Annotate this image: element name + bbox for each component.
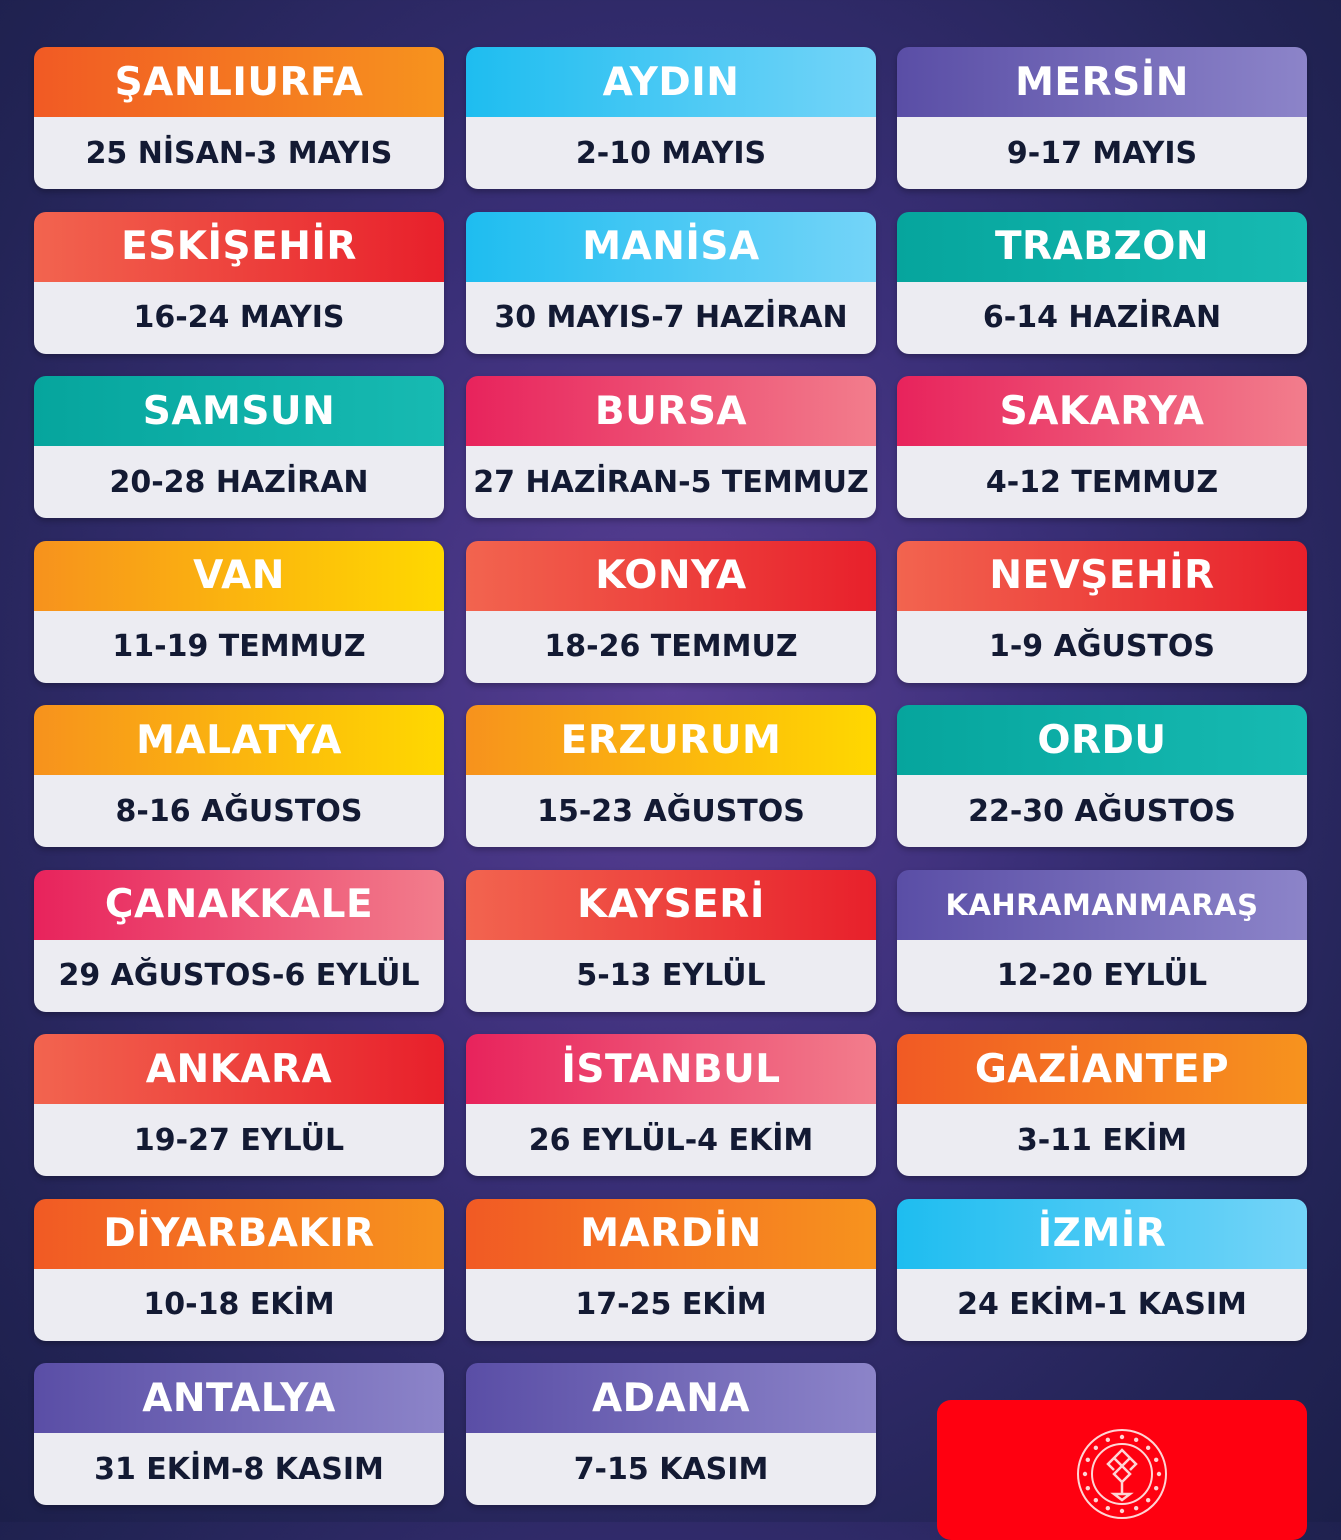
event-dates: 19-27 EYLÜL — [34, 1104, 444, 1176]
event-card: NEVŞEHİR 1-9 AĞUSTOS — [897, 540, 1307, 683]
event-dates: 20-28 HAZİRAN — [34, 446, 444, 518]
star-mark — [1082, 1471, 1088, 1477]
event-dates: 9-17 MAYIS — [897, 117, 1307, 189]
event-card: MALATYA 8-16 AĞUSTOS — [34, 705, 444, 847]
event-dates: 31 EKİM-8 KASIM — [34, 1433, 444, 1505]
city-name: KAYSERİ — [466, 869, 876, 940]
city-name: AYDIN — [466, 47, 876, 117]
city-name: İSTANBUL — [466, 1034, 876, 1104]
star-mark — [1093, 1445, 1099, 1451]
star-mark — [1093, 1497, 1099, 1503]
event-dates: 18-26 TEMMUZ — [466, 610, 876, 683]
city-name: ANKARA — [34, 1034, 444, 1104]
event-card: KONYA 18-26 TEMMUZ — [466, 540, 876, 683]
star-mark — [1156, 1471, 1162, 1477]
star-mark — [1153, 1485, 1159, 1491]
city-name: ANTALYA — [34, 1363, 444, 1433]
star-mark — [1105, 1505, 1111, 1511]
city-name: MALATYA — [34, 705, 444, 775]
city-name: MERSİN — [897, 47, 1307, 117]
event-dates: 17-25 EKİM — [466, 1268, 876, 1341]
event-card: DİYARBAKIR 10-18 EKİM — [34, 1198, 444, 1341]
event-card: İSTANBUL 26 EYLÜL-4 EKİM — [466, 1034, 876, 1176]
city-name: MANİSA — [466, 211, 876, 282]
event-dates: 10-18 EKİM — [34, 1268, 444, 1341]
city-name: GAZİANTEP — [897, 1034, 1307, 1104]
star-mark — [1153, 1457, 1159, 1463]
event-card: BURSA 27 HAZİRAN-5 TEMMUZ — [466, 376, 876, 518]
event-card: KAYSERİ 5-13 EYLÜL — [466, 869, 876, 1012]
star-mark — [1133, 1505, 1139, 1511]
city-name: ŞANLIURFA — [34, 47, 444, 117]
event-dates: 16-24 MAYIS — [34, 281, 444, 354]
city-name: NEVŞEHİR — [897, 540, 1307, 611]
event-dates: 15-23 AĞUSTOS — [466, 775, 876, 847]
event-card: ÇANAKKALE 29 AĞUSTOS-6 EYLÜL — [34, 869, 444, 1012]
star-mark — [1085, 1457, 1091, 1463]
event-card: MANİSA 30 MAYIS-7 HAZİRAN — [466, 211, 876, 354]
city-name: BURSA — [466, 376, 876, 446]
event-card: ERZURUM 15-23 AĞUSTOS — [466, 705, 876, 847]
event-dates: 5-13 EYLÜL — [466, 939, 876, 1012]
event-dates: 27 HAZİRAN-5 TEMMUZ — [466, 446, 876, 518]
event-card: SAKARYA 4-12 TEMMUZ — [897, 376, 1307, 518]
event-card: ANKARA 19-27 EYLÜL — [34, 1034, 444, 1176]
city-name: ORDU — [897, 705, 1307, 775]
star-mark — [1145, 1445, 1151, 1451]
event-dates: 6-14 HAZİRAN — [897, 281, 1307, 354]
city-name: KAHRAMANMARAŞ — [897, 869, 1307, 940]
event-card: ANTALYA 31 EKİM-8 KASIM — [34, 1363, 444, 1505]
event-card: VAN 11-19 TEMMUZ — [34, 540, 444, 683]
event-dates: 29 AĞUSTOS-6 EYLÜL — [34, 939, 444, 1012]
star-mark — [1119, 1508, 1125, 1514]
event-card: İZMİR 24 EKİM-1 KASIM — [897, 1198, 1307, 1341]
event-card: KAHRAMANMARAŞ 12-20 EYLÜL — [897, 869, 1307, 1012]
city-name: SAMSUN — [34, 376, 444, 446]
star-mark — [1133, 1437, 1139, 1443]
city-name: MARDİN — [466, 1198, 876, 1269]
ministry-emblem-icon — [1077, 1429, 1167, 1519]
city-name: ERZURUM — [466, 705, 876, 775]
event-dates: 7-15 KASIM — [466, 1433, 876, 1505]
star-mark — [1105, 1437, 1111, 1443]
city-name: ADANA — [466, 1363, 876, 1433]
event-dates: 1-9 AĞUSTOS — [897, 610, 1307, 683]
event-dates: 12-20 EYLÜL — [897, 939, 1307, 1012]
city-name: DİYARBAKIR — [34, 1198, 444, 1269]
event-card: ŞANLIURFA 25 NİSAN-3 MAYIS — [34, 47, 444, 189]
city-name: ESKİŞEHİR — [34, 211, 444, 282]
event-card: AYDIN 2-10 MAYIS — [466, 47, 876, 189]
city-name: VAN — [34, 540, 444, 611]
event-card: ORDU 22-30 AĞUSTOS — [897, 705, 1307, 847]
city-name: ÇANAKKALE — [34, 869, 444, 940]
event-dates: 8-16 AĞUSTOS — [34, 775, 444, 847]
event-dates: 4-12 TEMMUZ — [897, 446, 1307, 518]
event-card: MARDİN 17-25 EKİM — [466, 1198, 876, 1341]
event-dates: 24 EKİM-1 KASIM — [897, 1268, 1307, 1341]
event-card: SAMSUN 20-28 HAZİRAN — [34, 376, 444, 518]
event-card: MERSİN 9-17 MAYIS — [897, 47, 1307, 189]
city-name: İZMİR — [897, 1198, 1307, 1269]
ministry-logo-box — [937, 1400, 1307, 1540]
city-name: TRABZON — [897, 211, 1307, 282]
event-dates: 30 MAYIS-7 HAZİRAN — [466, 281, 876, 354]
event-dates: 22-30 AĞUSTOS — [897, 775, 1307, 847]
event-dates: 2-10 MAYIS — [466, 117, 876, 189]
city-name: KONYA — [466, 540, 876, 611]
city-name: SAKARYA — [897, 376, 1307, 446]
event-dates: 25 NİSAN-3 MAYIS — [34, 117, 444, 189]
star-mark — [1145, 1497, 1151, 1503]
event-card: TRABZON 6-14 HAZİRAN — [897, 211, 1307, 354]
star-mark — [1119, 1434, 1125, 1440]
event-card: GAZİANTEP 3-11 EKİM — [897, 1034, 1307, 1176]
event-card: ESKİŞEHİR 16-24 MAYIS — [34, 211, 444, 354]
event-card: ADANA 7-15 KASIM — [466, 1363, 876, 1505]
event-dates: 11-19 TEMMUZ — [34, 610, 444, 683]
event-dates: 3-11 EKİM — [897, 1104, 1307, 1176]
event-dates: 26 EYLÜL-4 EKİM — [466, 1104, 876, 1176]
star-mark — [1085, 1485, 1091, 1491]
